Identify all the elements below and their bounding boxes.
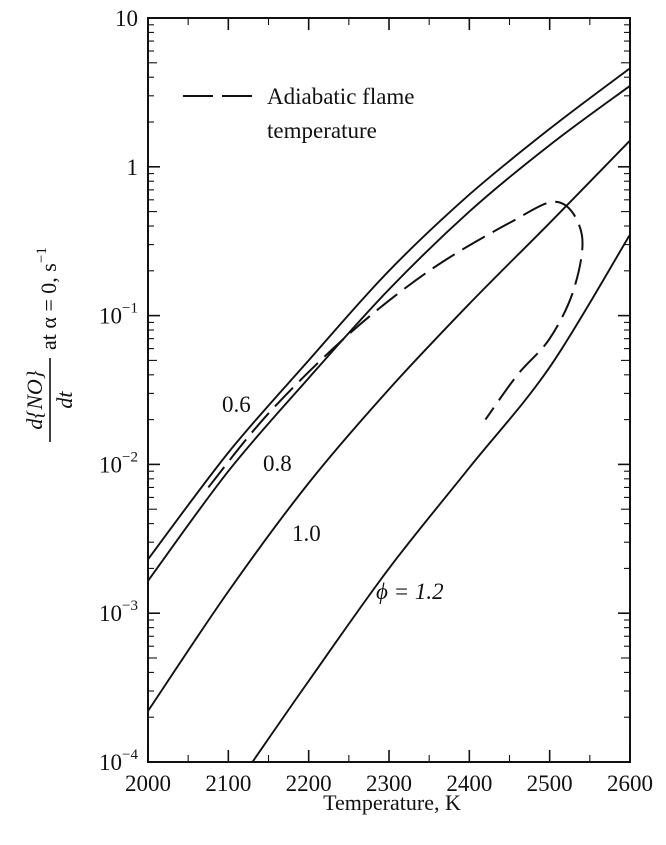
- y-axis-title-denominator: dt: [52, 391, 77, 409]
- y-tick-label: 10−2: [99, 449, 138, 477]
- curve-label-0-8: 0.8: [263, 451, 292, 476]
- x-tick-label: 2500: [527, 771, 573, 796]
- curve-label-phi-1-2: ϕ = 1.2: [376, 579, 444, 604]
- x-tick-label: 2400: [446, 771, 492, 796]
- curve-label-1-0: 1.0: [292, 521, 321, 546]
- x-axis-title: Temperature, K: [323, 790, 461, 815]
- y-axis-title-tail: at α = 0, s−1: [34, 247, 61, 350]
- legend-label-line2: temperature: [267, 118, 377, 143]
- series-curves: [147, 67, 631, 763]
- adiabatic-flame-line: [207, 200, 584, 489]
- legend: Adiabatic flame temperature: [183, 84, 415, 143]
- y-tick-label: 10: [115, 6, 138, 31]
- x-tick-label: 2100: [205, 771, 251, 796]
- series-line-2: [147, 139, 631, 712]
- y-axis-title-numerator: d{NO}: [22, 370, 47, 429]
- series-line-0: [147, 67, 631, 560]
- y-tick-label: 10−1: [99, 301, 138, 329]
- legend-label-line1: Adiabatic flame: [267, 84, 415, 109]
- axis-ticks: [147, 17, 631, 763]
- y-tick-labels: 10−4 10−3 10−2 10−1 1 10: [99, 6, 138, 775]
- y-tick-label: 10−3: [99, 598, 138, 626]
- y-tick-label: 1: [127, 155, 139, 180]
- x-tick-label: 2300: [366, 771, 412, 796]
- x-tick-label: 2200: [286, 771, 332, 796]
- y-tick-label: 10−4: [99, 747, 138, 775]
- x-tick-label: 2000: [125, 771, 171, 796]
- y-axis-title-exponent: −1: [34, 247, 50, 263]
- series-line-3: [251, 234, 631, 763]
- y-axis-title: d{NO} dt at α = 0, s−1: [22, 247, 77, 442]
- y-axis-title-tail-text: at α = 0, s: [36, 263, 61, 350]
- series-line-1: [147, 85, 631, 582]
- curve-label-0-6: 0.6: [222, 392, 251, 417]
- x-tick-label: 2600: [607, 771, 653, 796]
- x-tick-labels: 2000 2100 2200 2300 2400 2500 2600: [125, 771, 653, 796]
